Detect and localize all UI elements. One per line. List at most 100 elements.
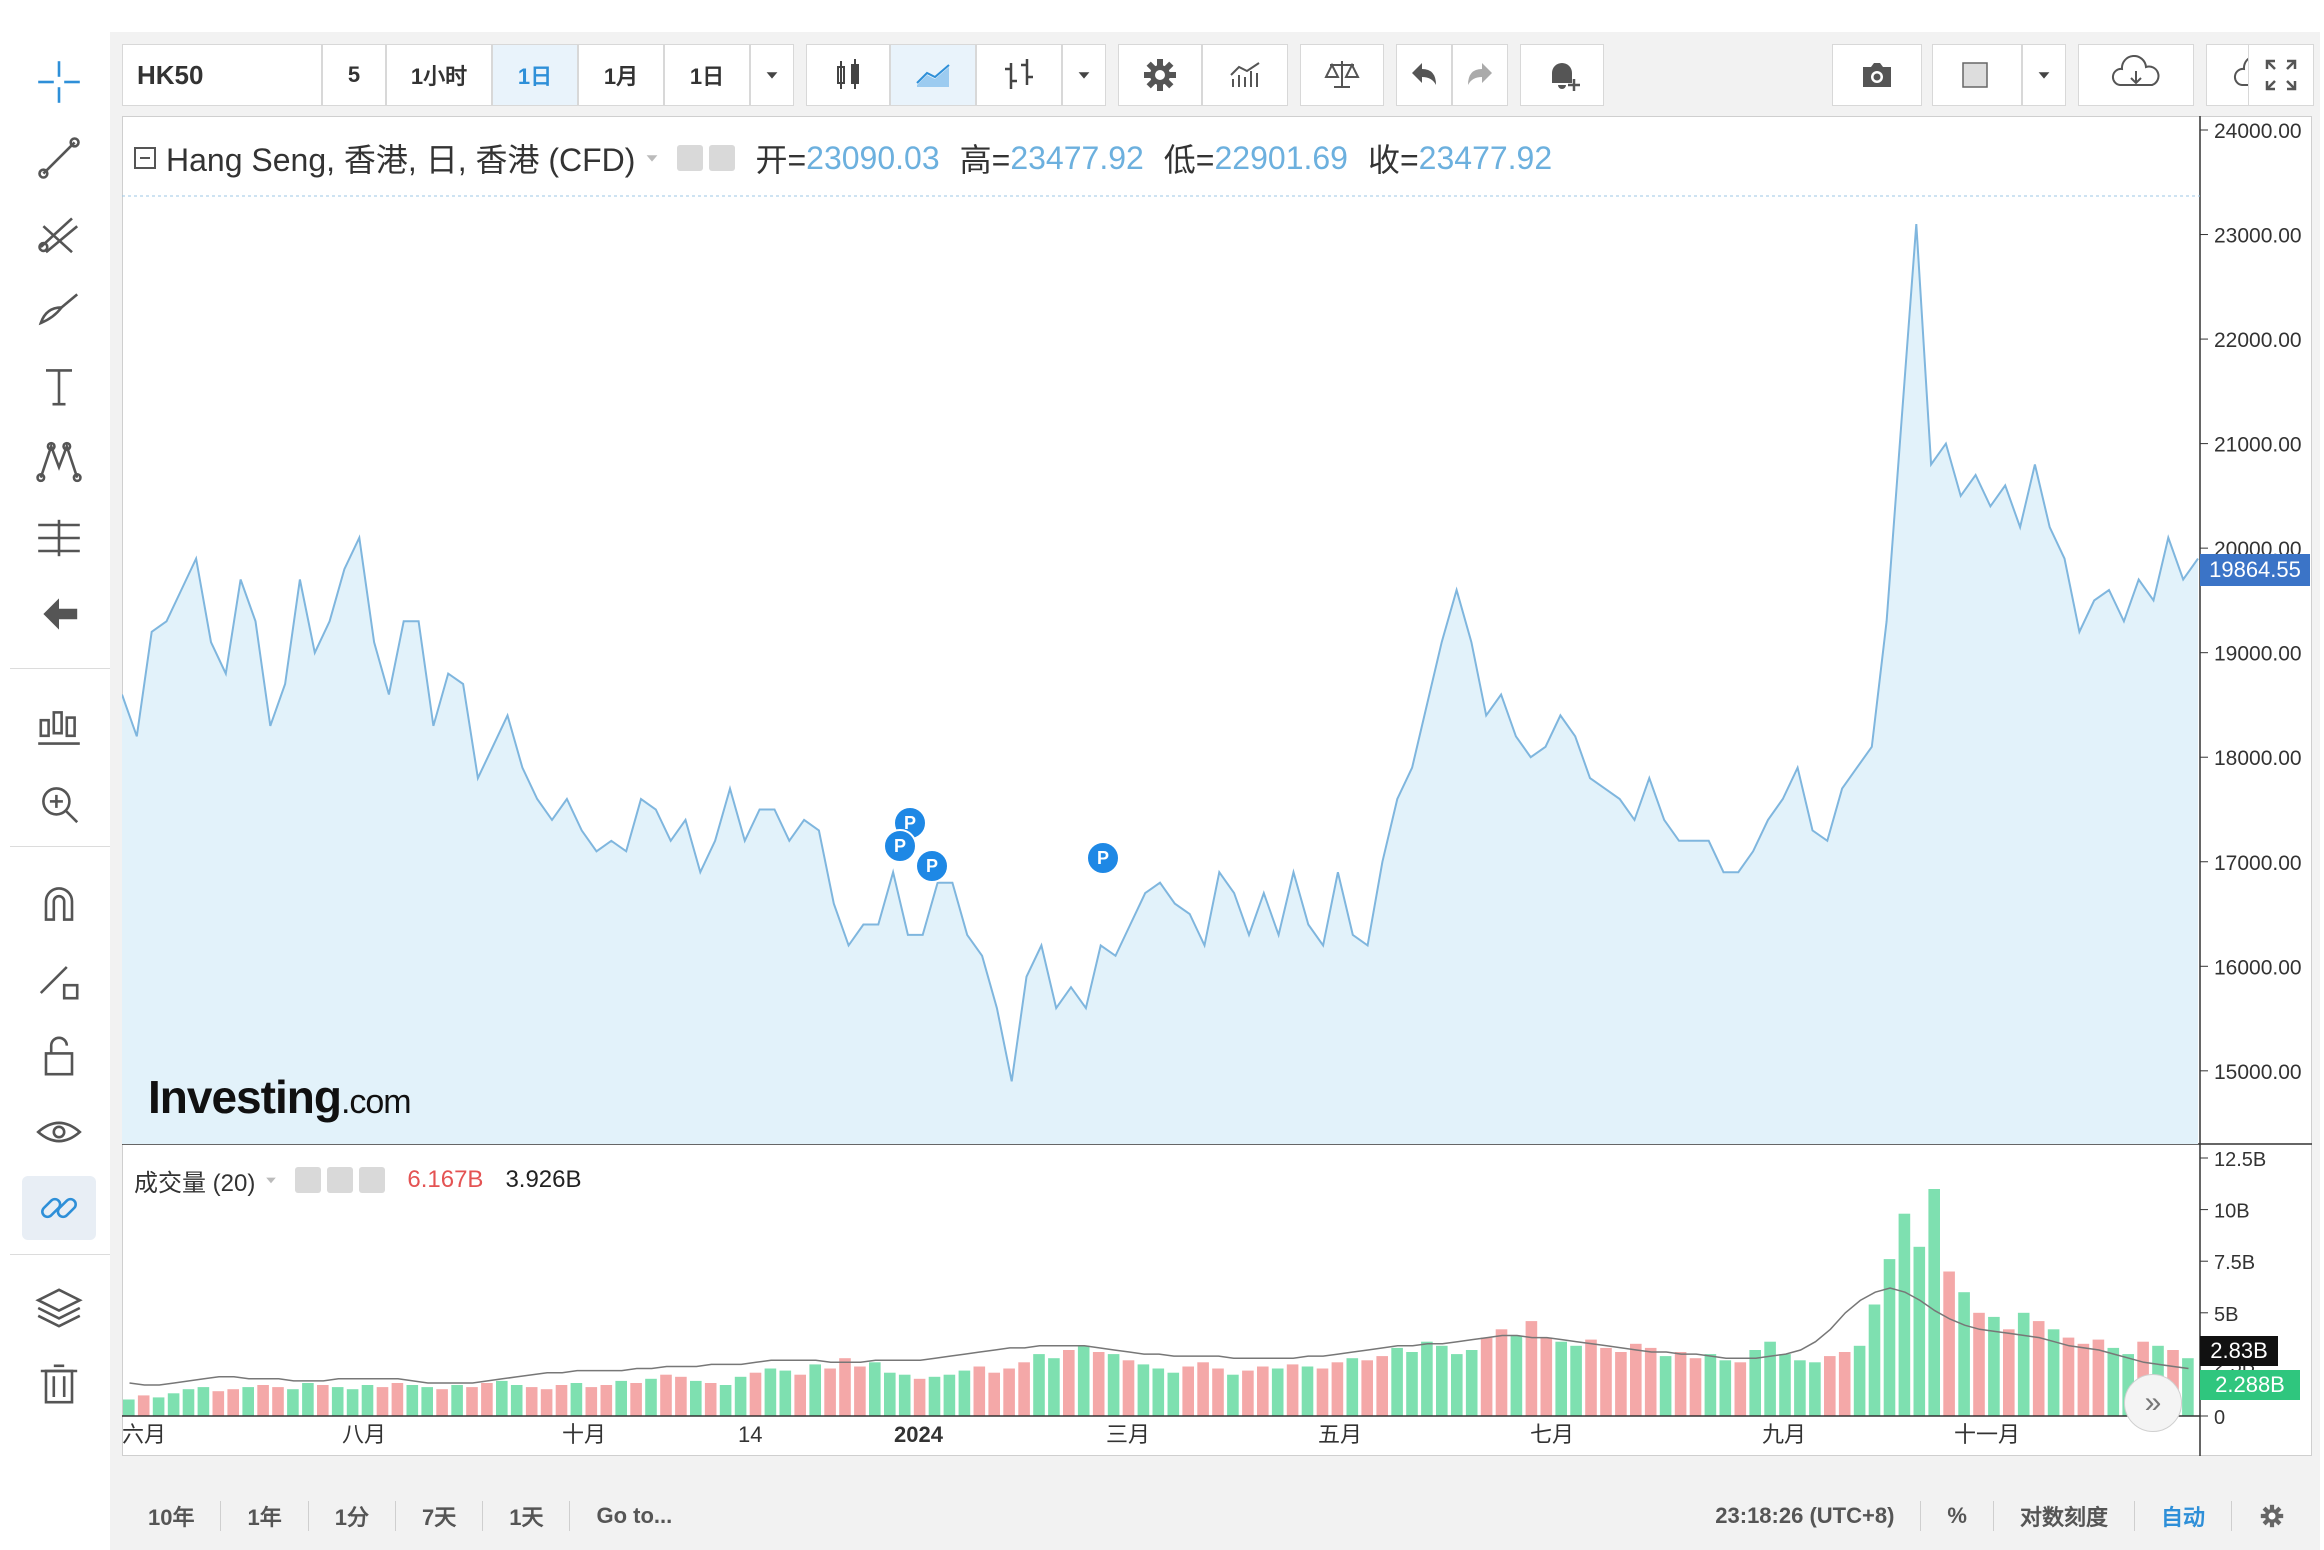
range-7d-button[interactable]: 7天 <box>396 1501 483 1531</box>
event-marker[interactable]: P <box>915 849 949 883</box>
close-icon[interactable] <box>359 1167 385 1193</box>
background-color-button[interactable] <box>1932 44 2022 106</box>
lock-drawing-tool[interactable] <box>22 948 96 1012</box>
eye-icon[interactable] <box>677 145 703 171</box>
load-chart-button[interactable] <box>2078 44 2194 106</box>
volume-bar <box>302 1383 314 1416</box>
color-dropdown[interactable] <box>2022 44 2066 106</box>
volume-bar <box>1033 1354 1045 1416</box>
delete-tool[interactable] <box>22 1352 96 1416</box>
caret-down-icon[interactable] <box>263 1172 279 1188</box>
redo-button[interactable] <box>1452 44 1508 106</box>
pattern-icon <box>33 436 85 488</box>
volume-bar <box>1496 1329 1508 1416</box>
scale-settings-button[interactable] <box>2232 1501 2312 1531</box>
volume-bar <box>1078 1346 1090 1416</box>
magnet-tool[interactable] <box>22 872 96 936</box>
sync-tool[interactable] <box>22 1176 96 1240</box>
chart-canvas[interactable]: 24000.0023000.0022000.0021000.0020000.00… <box>122 116 2312 1456</box>
interval-1m-button[interactable]: 1月 <box>578 44 664 106</box>
volume-bar <box>1824 1356 1836 1416</box>
pattern-tool[interactable] <box>22 430 96 494</box>
brush-tool[interactable] <box>22 278 96 342</box>
text-tool[interactable] <box>22 354 96 418</box>
auto-scale-button[interactable]: 自动 <box>2135 1501 2232 1531</box>
pitchfork-tool[interactable] <box>22 202 96 266</box>
crosshair-tool[interactable] <box>22 50 96 114</box>
volume-bar <box>1466 1350 1478 1416</box>
high-label: 高= <box>960 135 1011 181</box>
fullscreen-button[interactable] <box>2248 44 2314 106</box>
volume-bar <box>287 1389 299 1416</box>
snapshot-button[interactable] <box>1832 44 1922 106</box>
volume-bar <box>914 1379 926 1416</box>
interval-1h-button[interactable]: 1小时 <box>386 44 492 106</box>
scroll-to-latest-button[interactable]: » <box>2124 1374 2182 1432</box>
volume-bar <box>705 1383 717 1416</box>
event-marker[interactable]: P <box>1086 841 1120 875</box>
candles-button[interactable] <box>806 44 890 106</box>
volume-bar <box>1153 1369 1165 1417</box>
volume-bar <box>1197 1362 1209 1416</box>
trend-line-tool[interactable] <box>22 126 96 190</box>
volume-bar <box>1720 1360 1732 1416</box>
layers-tool[interactable] <box>22 1276 96 1340</box>
series-title[interactable]: Hang Seng, 香港, 日, 香港 (CFD) <box>166 135 635 181</box>
trend-line-icon <box>33 132 85 184</box>
event-marker[interactable]: P <box>883 829 917 863</box>
bars-button[interactable] <box>976 44 1062 106</box>
range-1min-button[interactable]: 1分 <box>309 1501 396 1531</box>
measure-tool[interactable] <box>22 506 96 570</box>
interval-select[interactable]: 1日 <box>664 44 750 106</box>
volume-bar <box>839 1358 851 1416</box>
lock-all-tool[interactable] <box>22 1024 96 1088</box>
visibility-tool[interactable] <box>22 1100 96 1164</box>
open-label: 开= <box>755 135 806 181</box>
volume-bar <box>869 1362 881 1416</box>
range-10y-button[interactable]: 10年 <box>122 1501 221 1531</box>
symbol-input[interactable]: HK50 <box>122 44 322 106</box>
compare-button[interactable] <box>1300 44 1384 106</box>
y-tick-label: 21000.00 <box>2214 434 2302 457</box>
zoom-tool[interactable] <box>22 772 96 836</box>
gear-icon[interactable] <box>709 145 735 171</box>
x-tick-label: 14 <box>738 1422 762 1447</box>
area-chart-icon <box>913 55 953 95</box>
interval-1d-button[interactable]: 1日 <box>492 44 578 106</box>
percent-scale-button[interactable]: % <box>1921 1501 1994 1531</box>
indicators-button[interactable] <box>1202 44 1288 106</box>
volume-bar <box>556 1385 568 1416</box>
caret-down-icon[interactable] <box>643 149 661 167</box>
interval-dropdown[interactable] <box>750 44 794 106</box>
eye-icon <box>33 1106 85 1158</box>
collapse-icon[interactable] <box>134 147 156 169</box>
top-toolbar: HK50 5 1小时 1日 1月 1日 <box>122 44 2312 106</box>
volume-bar <box>2078 1344 2090 1416</box>
gear-icon[interactable] <box>327 1167 353 1193</box>
long-short-tool[interactable] <box>22 696 96 760</box>
clock-readout[interactable]: 23:18:26 (UTC+8) <box>1689 1501 1921 1531</box>
area-chart-button[interactable] <box>890 44 976 106</box>
volume-bar <box>899 1375 911 1416</box>
range-1d-button[interactable]: 1天 <box>483 1501 570 1531</box>
log-scale-button[interactable]: 对数刻度 <box>1994 1501 2135 1531</box>
goto-button[interactable]: Go to... <box>570 1501 698 1531</box>
crosshair-icon <box>33 56 85 108</box>
interval-5-button[interactable]: 5 <box>322 44 386 106</box>
chart-type-dropdown[interactable] <box>1062 44 1106 106</box>
volume-bar <box>1764 1342 1776 1416</box>
range-1y-button[interactable]: 1年 <box>221 1501 308 1531</box>
volume-bar <box>2033 1321 2045 1416</box>
back-tool[interactable] <box>22 582 96 646</box>
volume-title[interactable]: 成交量 (20) <box>134 1163 255 1198</box>
volume-bar <box>2063 1338 2075 1416</box>
volume-bar <box>392 1383 404 1416</box>
volume-bar <box>660 1375 672 1416</box>
settings-button[interactable] <box>1118 44 1202 106</box>
volume-bar <box>1108 1354 1120 1416</box>
undo-button[interactable] <box>1396 44 1452 106</box>
volume-average-value: 3.926B <box>505 1166 581 1194</box>
y-tick-label: 19000.00 <box>2214 643 2302 666</box>
eye-icon[interactable] <box>295 1167 321 1193</box>
add-alert-button[interactable] <box>1520 44 1604 106</box>
